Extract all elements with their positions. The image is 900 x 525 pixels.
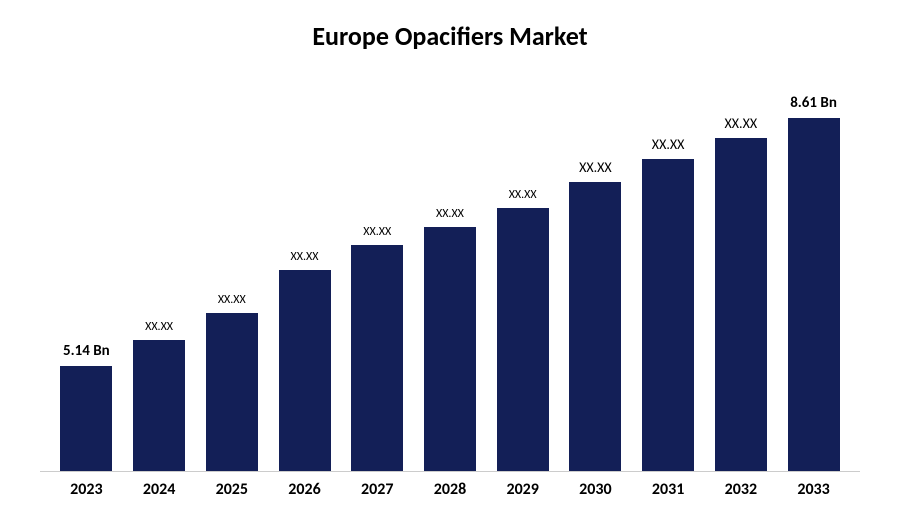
bar (715, 138, 767, 471)
x-axis-label: 2028 (418, 480, 482, 499)
bar-value-label: XX.XX (652, 136, 685, 153)
bar (788, 118, 840, 471)
x-axis-label: 2026 (273, 480, 337, 499)
x-axis-label: 2029 (491, 480, 555, 499)
x-axis-label: 2030 (563, 480, 627, 499)
bar-group: XX.XX (563, 82, 627, 471)
x-axis: 2023 2024 2025 2026 2027 2028 2029 2030 2031 2032… (40, 472, 860, 499)
x-axis-label: 2024 (127, 480, 191, 499)
bar-value-label: XX.XX (436, 207, 464, 221)
x-axis-label: 2033 (782, 480, 846, 499)
bar (569, 182, 621, 471)
bar-value-label: XX.XX (579, 159, 612, 176)
bar-value-label: 8.61 Bn (790, 94, 837, 112)
bar-group: XX.XX (418, 82, 482, 471)
bar-group: XX.XX (127, 82, 191, 471)
bar (60, 366, 112, 471)
bar-value-label: XX.XX (509, 188, 537, 202)
bar-group: XX.XX (636, 82, 700, 471)
x-axis-label: 2027 (345, 480, 409, 499)
bar-group: XX.XX (345, 82, 409, 471)
bar (279, 270, 331, 471)
bar-group: 5.14 Bn (54, 82, 118, 471)
chart-title: Europe Opacifiers Market (40, 20, 860, 52)
bars-wrap: 5.14 Bn XX.XX XX.XX XX.XX XX.XX XX.XX XX.XX XX.… (40, 82, 860, 471)
x-axis-label: 2025 (200, 480, 264, 499)
bar (206, 313, 258, 471)
bar (351, 245, 403, 471)
bar-group: XX.XX (273, 82, 337, 471)
bar (424, 227, 476, 471)
bar (133, 340, 185, 471)
bar-group: XX.XX (200, 82, 264, 471)
bar-value-label: XX.XX (725, 115, 758, 132)
chart-container: Europe Opacifiers Market 5.14 Bn XX.XX XX.… (0, 0, 900, 525)
bar-value-label: XX.XX (363, 225, 391, 239)
bar-group: 8.61 Bn (782, 82, 846, 471)
bar-group: XX.XX (709, 82, 773, 471)
bar-value-label: 5.14 Bn (63, 342, 110, 360)
x-axis-label: 2032 (709, 480, 773, 499)
bar-value-label: XX.XX (218, 293, 246, 307)
bar (497, 208, 549, 471)
bar (642, 159, 694, 471)
bar-group: XX.XX (491, 82, 555, 471)
bar-value-label: XX.XX (291, 250, 319, 264)
x-axis-label: 2031 (636, 480, 700, 499)
x-axis-label: 2023 (54, 480, 118, 499)
bar-value-label: XX.XX (145, 320, 173, 334)
plot-area: 5.14 Bn XX.XX XX.XX XX.XX XX.XX XX.XX XX.XX XX.… (40, 82, 860, 472)
